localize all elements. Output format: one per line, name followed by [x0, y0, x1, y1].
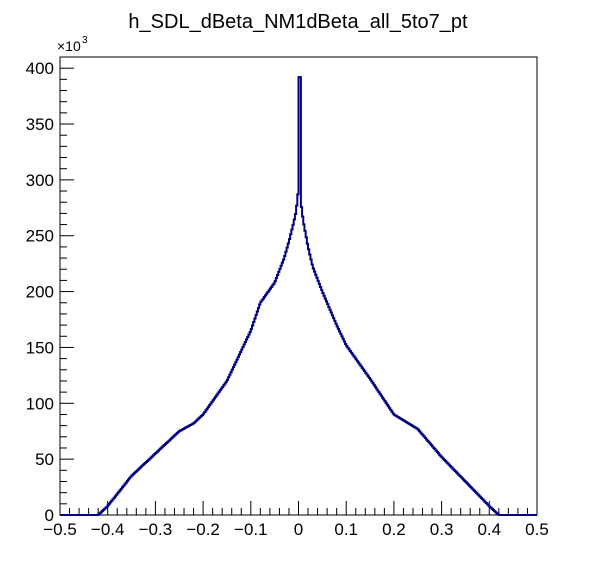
x-tick-label: −0.5: [43, 520, 77, 539]
x-tick-label: 0.1: [334, 520, 358, 539]
y-tick-label: 0: [45, 506, 54, 525]
x-tick-label: −0.4: [91, 520, 125, 539]
histogram-line: [60, 76, 537, 516]
x-tick-label: 0.5: [525, 520, 549, 539]
y-tick-label: 150: [26, 338, 54, 357]
x-tick-label: 0.2: [382, 520, 406, 539]
y-tick-label: 50: [35, 450, 54, 469]
x-tick-label: 0.3: [430, 520, 454, 539]
x-tick-label: 0: [294, 520, 303, 539]
y-tick-label: 350: [26, 115, 54, 134]
x-tick-label: −0.2: [186, 520, 220, 539]
chart-title: h_SDL_dBeta_NM1dBeta_all_5to7_pt: [128, 11, 468, 33]
x-tick-label: −0.1: [234, 520, 268, 539]
y-axis: 0 50 100 150 200 250 300 350 400: [26, 56, 74, 525]
x-tick-label: −0.3: [139, 520, 173, 539]
y-tick-label: 400: [26, 59, 54, 78]
x-tick-label: 0.4: [477, 520, 501, 539]
x-axis: −0.5 −0.4 −0.3 −0.2 −0.1 0 0.1 0.2 0.3 0.4 0.5: [43, 501, 549, 539]
y-tick-label: 300: [26, 171, 54, 190]
y-multiplier-label: ×10: [57, 38, 81, 54]
y-tick-label: 250: [26, 227, 54, 246]
y-multiplier-exponent: 3: [82, 35, 88, 46]
series-layer: [60, 76, 537, 516]
y-tick-label: 200: [26, 283, 54, 302]
y-tick-label: 100: [26, 394, 54, 413]
y-multiplier: ×10 3: [57, 35, 88, 54]
